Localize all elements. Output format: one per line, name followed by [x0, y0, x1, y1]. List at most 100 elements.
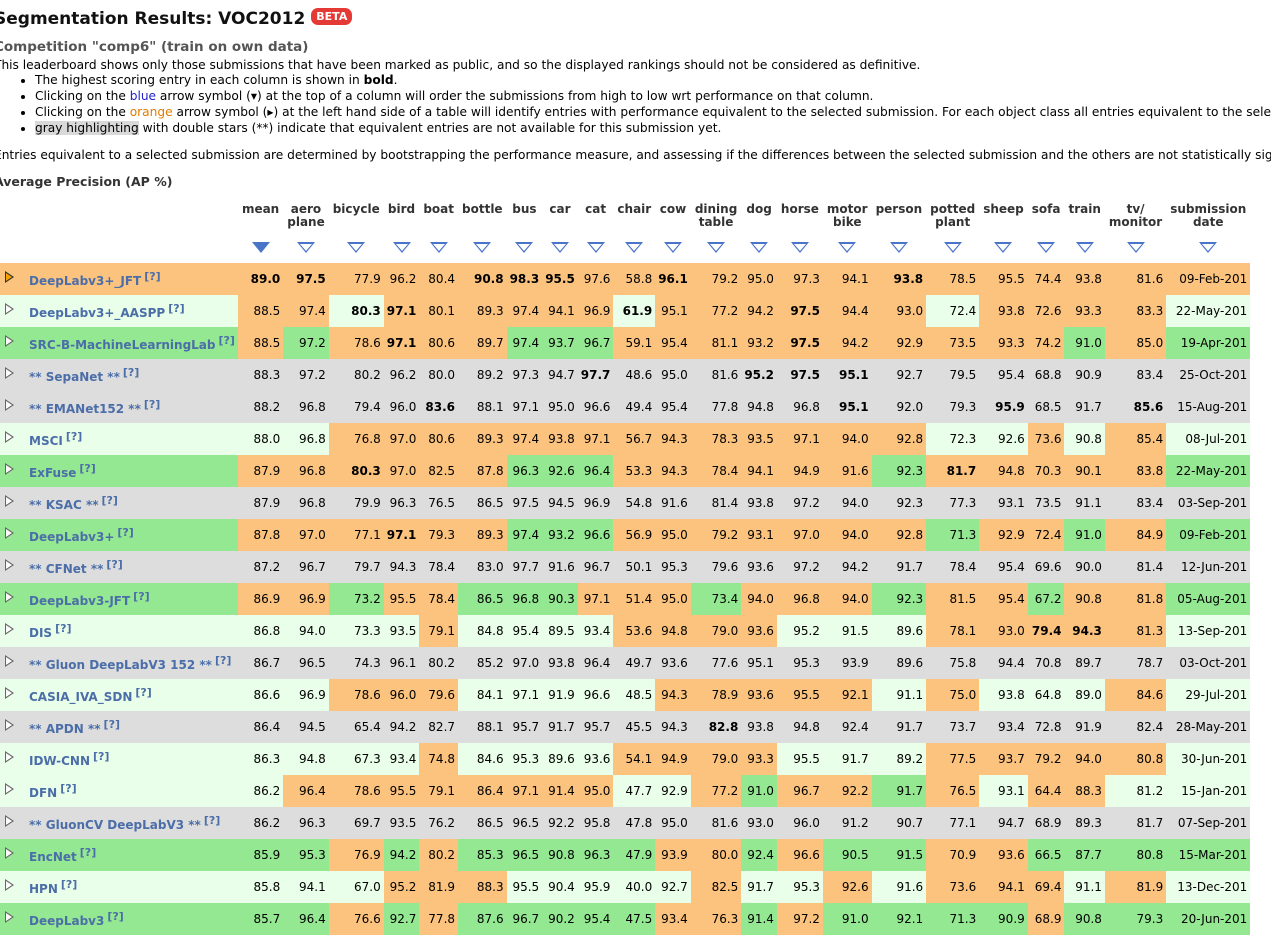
sort-arrow-icon[interactable] [515, 242, 534, 253]
info-link[interactable]: [?] [133, 590, 150, 603]
select-arrow-icon[interactable] [4, 879, 14, 891]
select-arrow-icon[interactable] [4, 399, 14, 411]
score-cell: 91.6 [822, 455, 872, 487]
method-name-link[interactable]: HPN [29, 882, 58, 896]
sort-arrow-icon[interactable] [1075, 242, 1094, 253]
method-name-link[interactable]: ** KSAC ** [29, 498, 99, 512]
select-arrow-icon[interactable] [4, 335, 14, 347]
select-arrow-icon[interactable] [4, 591, 14, 603]
sort-arrow-icon[interactable] [586, 242, 605, 253]
sort-arrow-icon[interactable] [1037, 242, 1056, 253]
sort-arrow-icon[interactable] [251, 242, 270, 253]
select-arrow-icon[interactable] [4, 815, 14, 827]
method-name-link[interactable]: DeepLabv3+_JFT [29, 274, 142, 288]
sort-arrow-icon[interactable] [347, 242, 366, 253]
sort-arrow-icon[interactable] [790, 242, 809, 253]
select-arrow-icon[interactable] [4, 527, 14, 539]
info-link[interactable]: [?] [79, 462, 96, 475]
info-link[interactable]: [?] [135, 686, 152, 699]
method-name-link[interactable]: ExFuse [29, 466, 77, 480]
method-name-link[interactable]: ** APDN ** [29, 722, 101, 736]
sort-arrow-icon[interactable] [664, 242, 682, 253]
method-name-link[interactable]: EncNet [29, 850, 77, 864]
method-name-link[interactable]: DeepLabv3+ [29, 530, 115, 544]
info-link[interactable]: [?] [106, 558, 123, 571]
info-link[interactable]: [?] [60, 782, 77, 795]
score-cell: 80.3 [328, 455, 384, 487]
method-name-link[interactable]: DIS [29, 626, 53, 640]
info-link[interactable]: [?] [103, 718, 120, 731]
score-cell: 95.0 [655, 583, 691, 615]
score-cell: 88.1 [476, 400, 504, 414]
score-cell: 96.8 [793, 400, 820, 414]
sort-arrow-icon[interactable] [707, 242, 726, 253]
select-arrow-icon[interactable] [4, 687, 14, 699]
select-arrow-icon[interactable] [4, 271, 14, 283]
info-link[interactable]: [?] [55, 622, 72, 635]
method-name-link[interactable]: DeepLabv3-JFT [29, 594, 131, 608]
sort-arrow-icon[interactable] [1199, 242, 1218, 253]
method-name-link[interactable]: DeepLabv3 [29, 914, 105, 928]
method-name-cell: CASIA_IVA_SDN [?] [24, 679, 238, 711]
info-link[interactable]: [?] [101, 494, 118, 507]
info-link[interactable]: [?] [60, 878, 78, 891]
info-link[interactable]: [?] [203, 814, 221, 827]
method-name-link[interactable]: ** EMANet152 ** [29, 402, 141, 416]
select-arrow-icon[interactable] [4, 719, 14, 731]
select-arrow-icon[interactable] [4, 431, 14, 443]
info-link[interactable]: [?] [144, 270, 161, 283]
score-cell: 90.9 [1075, 368, 1102, 382]
score-cell: 68.9 [1034, 816, 1062, 830]
select-arrow-icon[interactable] [4, 911, 14, 923]
select-arrow-icon[interactable] [4, 303, 14, 315]
info-link[interactable]: [?] [168, 302, 185, 315]
info-link[interactable]: [?] [218, 334, 235, 347]
sort-arrow-icon[interactable] [550, 242, 569, 253]
score-cell: 79.2 [711, 272, 739, 286]
sort-arrow-icon[interactable] [296, 242, 315, 253]
select-arrow-icon[interactable] [4, 623, 14, 635]
info-link[interactable]: [?] [214, 654, 232, 667]
score-cell: 67.0 [328, 871, 384, 903]
method-name-link[interactable]: CASIA_IVA_SDN [29, 690, 133, 704]
sort-arrow-icon[interactable] [625, 242, 644, 253]
info-link[interactable]: [?] [143, 398, 161, 411]
score-cell: 96.8 [283, 423, 329, 455]
score-cell: 94.3 [655, 679, 691, 711]
method-name-link[interactable]: IDW-CNN [29, 754, 90, 768]
sort-arrow-icon[interactable] [943, 242, 962, 253]
sort-arrow-icon[interactable] [750, 242, 769, 253]
method-name-link[interactable]: DFN [29, 786, 58, 800]
info-link[interactable]: [?] [79, 846, 97, 859]
select-arrow-icon[interactable] [4, 495, 14, 507]
select-arrow-icon[interactable] [4, 847, 14, 859]
info-link[interactable]: [?] [65, 430, 83, 443]
method-name-link[interactable]: ** Gluon DeepLabV3 152 ** [29, 658, 212, 672]
info-link[interactable]: [?] [122, 366, 140, 379]
sort-arrow-icon[interactable] [994, 242, 1013, 253]
select-arrow-icon[interactable] [4, 463, 14, 475]
info-link[interactable]: [?] [117, 526, 134, 539]
method-name-link[interactable]: ** GluonCV DeepLabV3 ** [29, 818, 201, 832]
sort-arrow-icon[interactable] [838, 242, 857, 253]
help-item-blue: Clicking on the blue arrow symbol (▾) at… [35, 88, 1271, 104]
score-cell: 94.0 [822, 423, 872, 455]
sort-arrow-icon[interactable] [429, 242, 448, 253]
info-link[interactable]: [?] [93, 750, 110, 763]
select-arrow-icon[interactable] [4, 655, 14, 667]
select-arrow-icon[interactable] [4, 751, 14, 763]
sort-arrow-icon[interactable] [1126, 242, 1145, 253]
sort-arrow-icon[interactable] [889, 242, 908, 253]
method-name-link[interactable]: DeepLabv3+_AASPP [29, 306, 166, 320]
sort-arrow-icon[interactable] [473, 242, 492, 253]
sort-arrow-icon[interactable] [392, 242, 411, 253]
info-link[interactable]: [?] [107, 910, 124, 923]
method-name-cell: ExFuse [?] [24, 455, 238, 487]
select-arrow-icon[interactable] [4, 559, 14, 571]
method-name-link[interactable]: MSCI [29, 434, 63, 448]
select-arrow-icon[interactable] [4, 367, 14, 379]
select-arrow-icon[interactable] [4, 783, 14, 795]
method-name-link[interactable]: ** CFNet ** [29, 562, 104, 576]
method-name-link[interactable]: ** SepaNet ** [29, 370, 120, 384]
method-name-link[interactable]: SRC-B-MachineLearningLab [29, 338, 216, 352]
